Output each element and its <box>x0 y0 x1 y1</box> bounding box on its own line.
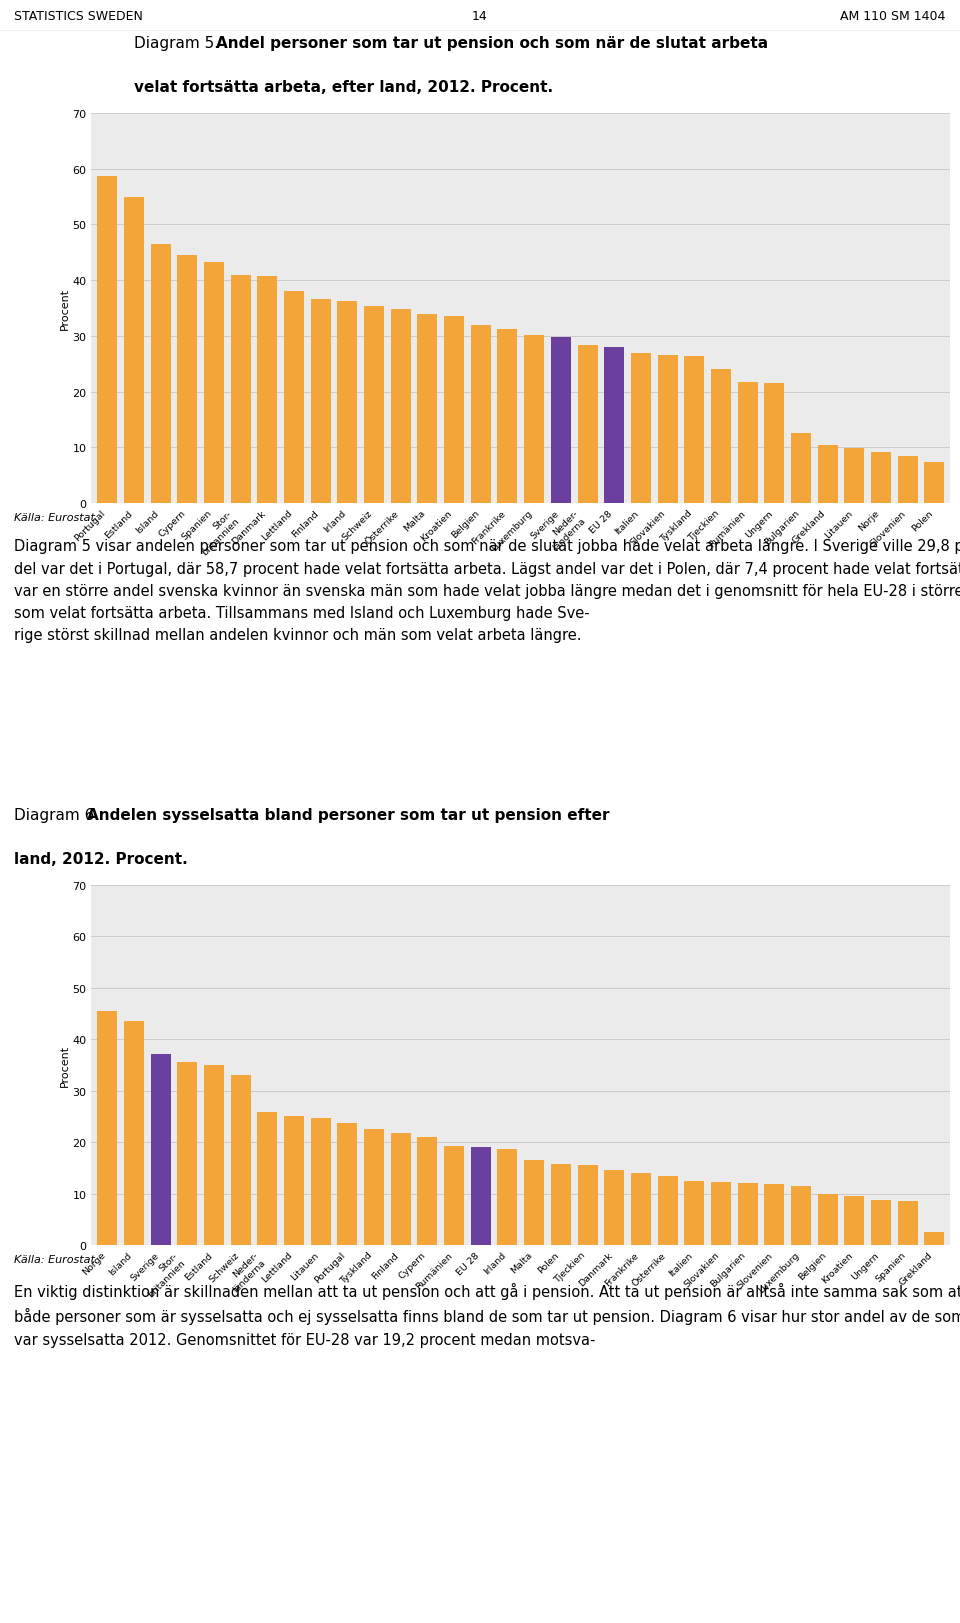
Y-axis label: Procent: Procent <box>60 287 69 329</box>
Bar <box>257 1113 277 1245</box>
Bar <box>230 1076 251 1245</box>
Bar <box>818 445 838 503</box>
Bar <box>871 1201 891 1245</box>
Bar <box>818 1195 838 1245</box>
Bar <box>924 1232 945 1245</box>
Bar <box>151 1053 171 1245</box>
Bar <box>284 1117 304 1245</box>
Bar <box>631 1173 651 1245</box>
Bar <box>924 463 945 503</box>
Text: Andelen sysselsatta bland personer som tar ut pension efter: Andelen sysselsatta bland personer som t… <box>87 808 610 823</box>
Bar <box>791 433 811 503</box>
Bar <box>418 315 438 503</box>
Bar <box>470 1147 491 1245</box>
Bar <box>604 1170 624 1245</box>
Bar <box>551 338 571 503</box>
Bar <box>311 1118 330 1245</box>
Bar <box>97 177 117 503</box>
Bar <box>257 276 277 503</box>
Bar <box>204 263 224 503</box>
Bar <box>124 198 144 503</box>
Bar <box>284 292 304 503</box>
Bar <box>230 276 251 503</box>
Bar <box>444 316 464 503</box>
Bar <box>364 307 384 503</box>
Bar <box>711 1183 731 1245</box>
Text: Andel personer som tar ut pension och som när de slutat arbeta: Andel personer som tar ut pension och so… <box>216 36 768 50</box>
Text: Källa: Eurostat.: Källa: Eurostat. <box>14 513 99 523</box>
Text: Källa: Eurostat.: Källa: Eurostat. <box>14 1255 99 1264</box>
Y-axis label: Procent: Procent <box>60 1044 69 1086</box>
Bar <box>658 1175 678 1245</box>
Bar <box>364 1130 384 1245</box>
Text: AM 110 SM 1404: AM 110 SM 1404 <box>840 10 946 23</box>
Bar <box>497 1149 517 1245</box>
Bar <box>178 256 197 503</box>
Bar <box>311 299 330 503</box>
Text: Diagram 6.: Diagram 6. <box>14 808 105 823</box>
Bar <box>337 302 357 503</box>
Bar <box>737 1183 757 1245</box>
Bar <box>578 1165 597 1245</box>
Bar <box>764 1185 784 1245</box>
Bar <box>631 354 651 503</box>
Text: En viktig distinktion är skillnaden mellan att ta ut pension och att gå i pensio: En viktig distinktion är skillnaden mell… <box>14 1282 960 1347</box>
Bar <box>391 310 411 503</box>
Bar <box>658 355 678 503</box>
Bar <box>124 1021 144 1245</box>
Text: land, 2012. Procent.: land, 2012. Procent. <box>14 850 188 867</box>
Text: 14: 14 <box>472 10 488 23</box>
Text: STATISTICS SWEDEN: STATISTICS SWEDEN <box>14 10 143 23</box>
Bar <box>791 1186 811 1245</box>
Bar <box>898 456 918 503</box>
Bar <box>151 245 171 503</box>
Bar <box>684 1182 705 1245</box>
Bar <box>845 450 864 503</box>
Text: Diagram 5.: Diagram 5. <box>134 36 225 50</box>
Bar <box>418 1138 438 1245</box>
Bar <box>898 1201 918 1245</box>
Bar <box>470 326 491 503</box>
Bar <box>578 346 597 503</box>
Bar <box>737 383 757 503</box>
Bar <box>391 1134 411 1245</box>
Bar <box>764 385 784 503</box>
Bar <box>711 370 731 503</box>
Bar <box>204 1065 224 1245</box>
Bar <box>178 1063 197 1245</box>
Bar <box>684 357 705 503</box>
Bar <box>97 1011 117 1245</box>
Bar <box>551 1164 571 1245</box>
Bar <box>524 336 544 503</box>
Text: Diagram 5 visar andelen personer som tar ut pension och som när de slutat jobba : Diagram 5 visar andelen personer som tar… <box>14 539 960 643</box>
Bar <box>871 453 891 503</box>
Bar <box>604 347 624 503</box>
Text: velat fortsätta arbeta, efter land, 2012. Procent.: velat fortsätta arbeta, efter land, 2012… <box>134 80 554 94</box>
Bar <box>497 329 517 503</box>
Bar <box>845 1196 864 1245</box>
Bar <box>337 1123 357 1245</box>
Bar <box>444 1146 464 1245</box>
Bar <box>524 1160 544 1245</box>
